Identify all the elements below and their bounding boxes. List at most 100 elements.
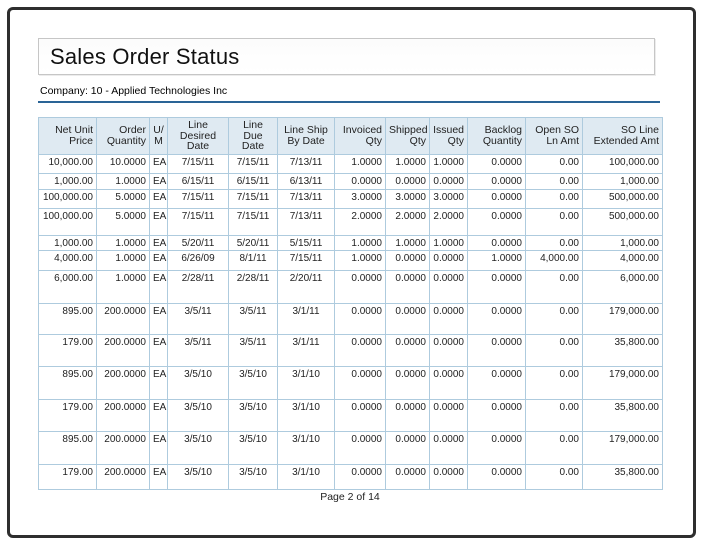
cell-line-ship-by-date: 6/13/11 — [277, 172, 335, 190]
cell-issued-qty: 0.0000 — [429, 302, 468, 335]
cell-line-desired-date: 5/20/11 — [167, 234, 229, 251]
cell-issued-qty: 0.0000 — [429, 398, 468, 432]
cell-order-quantity: 1.0000 — [96, 269, 150, 304]
cell-net-unit-price: 10,000.00 — [38, 153, 97, 174]
cell-line-due-date: 3/5/11 — [228, 333, 278, 367]
cell-um: EA — [149, 365, 168, 400]
cell-net-unit-price: 1,000.00 — [38, 234, 97, 251]
cell-so-line-extended-amt: 179,000.00 — [582, 365, 663, 400]
cell-net-unit-price: 100,000.00 — [38, 207, 97, 236]
cell-line-ship-by-date: 3/1/11 — [277, 333, 335, 367]
col-header-so-line-extended-amt: SO Line Extended Amt — [582, 117, 663, 155]
table-row: 179.00 200.0000 EA 3/5/11 3/5/11 3/1/11 0.0000… — [38, 333, 663, 367]
page-number: Page 2 of 14 — [320, 491, 380, 503]
col-header-um: U/ M — [149, 117, 168, 155]
cell-so-line-extended-amt: 6,000.00 — [582, 269, 663, 304]
table-row: 895.00 200.0000 EA 3/5/10 3/5/10 3/1/10 0.0000… — [38, 365, 663, 400]
col-header-shipped-qty: Shipped Qty — [385, 117, 430, 155]
cell-line-ship-by-date: 3/1/10 — [277, 365, 335, 400]
cell-issued-qty: 0.0000 — [429, 249, 468, 271]
cell-so-line-extended-amt: 500,000.00 — [582, 207, 663, 236]
col-header-issued-qty: Issued Qty — [429, 117, 468, 155]
cell-open-so-ln-amt: 0.00 — [525, 207, 583, 236]
company-label: Company: 10 - Applied Technologies Inc — [40, 85, 228, 97]
cell-invoiced-qty: 1.0000 — [334, 153, 386, 174]
cell-line-desired-date: 3/5/10 — [167, 365, 229, 400]
cell-open-so-ln-amt: 0.00 — [525, 333, 583, 367]
cell-line-ship-by-date: 3/1/10 — [277, 430, 335, 465]
table-row: 179.00 200.0000 EA 3/5/10 3/5/10 3/1/10 0.0000… — [38, 463, 663, 490]
table-row: 100,000.00 5.0000 EA 7/15/11 7/15/11 7/13/11 2… — [38, 207, 663, 236]
cell-line-due-date: 6/15/11 — [228, 172, 278, 190]
cell-shipped-qty: 1.0000 — [385, 234, 430, 251]
cell-line-due-date: 8/1/11 — [228, 249, 278, 271]
cell-shipped-qty: 0.0000 — [385, 398, 430, 432]
cell-um: EA — [149, 234, 168, 251]
cell-shipped-qty: 0.0000 — [385, 463, 430, 490]
cell-shipped-qty: 3.0000 — [385, 188, 430, 209]
report-table: Net Unit Price Order Quantity U/ M Line Des… — [38, 117, 663, 490]
cell-net-unit-price: 1,000.00 — [38, 172, 97, 190]
cell-um: EA — [149, 430, 168, 465]
cell-order-quantity: 200.0000 — [96, 333, 150, 367]
cell-line-desired-date: 3/5/11 — [167, 333, 229, 367]
cell-order-quantity: 5.0000 — [96, 207, 150, 236]
cell-line-desired-date: 7/15/11 — [167, 207, 229, 236]
cell-issued-qty: 0.0000 — [429, 430, 468, 465]
cell-line-desired-date: 3/5/10 — [167, 398, 229, 432]
cell-line-due-date: 3/5/11 — [228, 302, 278, 335]
cell-net-unit-price: 179.00 — [38, 333, 97, 367]
header-row: Net Unit Price Order Quantity U/ M Line Des… — [38, 117, 663, 155]
cell-open-so-ln-amt: 0.00 — [525, 365, 583, 400]
cell-line-desired-date: 3/5/11 — [167, 302, 229, 335]
cell-line-desired-date: 7/15/11 — [167, 188, 229, 209]
cell-net-unit-price: 895.00 — [38, 365, 97, 400]
cell-shipped-qty: 0.0000 — [385, 333, 430, 367]
cell-um: EA — [149, 463, 168, 490]
cell-net-unit-price: 895.00 — [38, 430, 97, 465]
cell-open-so-ln-amt: 0.00 — [525, 153, 583, 174]
cell-open-so-ln-amt: 0.00 — [525, 430, 583, 465]
cell-invoiced-qty: 0.0000 — [334, 365, 386, 400]
cell-line-due-date: 3/5/10 — [228, 398, 278, 432]
cell-open-so-ln-amt: 0.00 — [525, 269, 583, 304]
cell-order-quantity: 1.0000 — [96, 249, 150, 271]
cell-issued-qty: 0.0000 — [429, 463, 468, 490]
cell-line-ship-by-date: 7/13/11 — [277, 207, 335, 236]
cell-backlog-quantity: 0.0000 — [467, 365, 526, 400]
cell-open-so-ln-amt: 4,000.00 — [525, 249, 583, 271]
cell-invoiced-qty: 1.0000 — [334, 249, 386, 271]
cell-line-due-date: 3/5/10 — [228, 365, 278, 400]
col-header-order-quantity: Order Quantity — [96, 117, 150, 155]
cell-um: EA — [149, 172, 168, 190]
cell-line-due-date: 2/28/11 — [228, 269, 278, 304]
cell-line-due-date: 7/15/11 — [228, 153, 278, 174]
cell-backlog-quantity: 0.0000 — [467, 463, 526, 490]
cell-so-line-extended-amt: 1,000.00 — [582, 172, 663, 190]
cell-shipped-qty: 0.0000 — [385, 249, 430, 271]
cell-so-line-extended-amt: 35,800.00 — [582, 398, 663, 432]
cell-so-line-extended-amt: 4,000.00 — [582, 249, 663, 271]
cell-line-ship-by-date: 5/15/11 — [277, 234, 335, 251]
table-body: 10,000.00 10.0000 EA 7/15/11 7/15/11 7/13/11 1… — [38, 153, 663, 490]
table-row: 100,000.00 5.0000 EA 7/15/11 7/15/11 7/13/11 3… — [38, 188, 663, 209]
cell-shipped-qty: 1.0000 — [385, 153, 430, 174]
cell-order-quantity: 1.0000 — [96, 172, 150, 190]
cell-order-quantity: 200.0000 — [96, 302, 150, 335]
cell-issued-qty: 1.0000 — [429, 234, 468, 251]
cell-line-ship-by-date: 3/1/11 — [277, 302, 335, 335]
cell-um: EA — [149, 188, 168, 209]
cell-backlog-quantity: 0.0000 — [467, 234, 526, 251]
cell-invoiced-qty: 0.0000 — [334, 172, 386, 190]
table-header: Net Unit Price Order Quantity U/ M Line Des… — [38, 117, 663, 155]
col-header-line-desired-date: Line Desired Date — [167, 117, 229, 155]
cell-open-so-ln-amt: 0.00 — [525, 172, 583, 190]
cell-order-quantity: 10.0000 — [96, 153, 150, 174]
cell-um: EA — [149, 207, 168, 236]
cell-backlog-quantity: 1.0000 — [467, 249, 526, 271]
cell-line-due-date: 7/15/11 — [228, 188, 278, 209]
cell-line-ship-by-date: 7/13/11 — [277, 153, 335, 174]
cell-so-line-extended-amt: 179,000.00 — [582, 302, 663, 335]
table-row: 179.00 200.0000 EA 3/5/10 3/5/10 3/1/10 0.0000… — [38, 398, 663, 432]
cell-shipped-qty: 0.0000 — [385, 365, 430, 400]
